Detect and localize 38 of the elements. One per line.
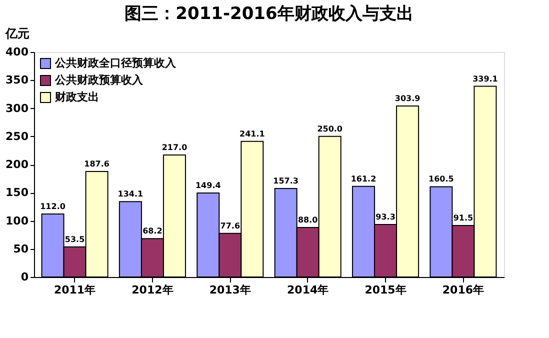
data-label: 160.5 [428, 174, 454, 184]
data-label: 149.4 [195, 180, 222, 190]
data-label: 157.3 [273, 176, 298, 186]
y-tick-label: 50 [13, 242, 29, 256]
legend-label: 公共财政全口径预算收入 [54, 56, 177, 70]
x-tick-label: 2012年 [132, 284, 174, 296]
data-label: 53.5 [64, 234, 86, 244]
data-label: 250.0 [317, 124, 343, 134]
y-tick-label: 250 [6, 130, 29, 143]
x-tick-label: 2016年 [442, 284, 484, 296]
data-label: 93.3 [376, 212, 396, 222]
data-label: 187.6 [84, 159, 110, 168]
x-tick-label: 2013年 [209, 284, 251, 296]
y-tick-label: 400 [6, 46, 29, 58]
data-label: 303.9 [394, 94, 421, 104]
data-label: 241.1 [240, 129, 266, 138]
chart-title: 图三：2011-2016年财政收入与支出 [124, 4, 414, 24]
data-label: 217.0 [162, 142, 188, 152]
y-tick-label: 100 [6, 214, 29, 228]
data-label: 91.5 [453, 214, 474, 223]
y-tick-label: 0 [20, 270, 29, 284]
data-label: 134.1 [118, 190, 144, 199]
data-label: 77.6 [220, 221, 240, 230]
data-label: 112.0 [40, 202, 66, 211]
x-tick-label: 2015年 [364, 284, 406, 296]
data-label: 88.0 [298, 216, 318, 224]
x-tick-label: 2011年 [54, 284, 96, 296]
y-axis-title: 亿元 [4, 26, 30, 40]
data-label: 68.2 [142, 226, 162, 236]
legend-label: 财政支出 [54, 90, 99, 104]
data-label: 161.2 [350, 174, 376, 184]
y-tick-label: 350 [6, 74, 29, 87]
y-tick-label: 300 [6, 102, 29, 115]
legend-label: 公共财政预算收入 [54, 74, 144, 86]
x-tick-label: 2014年 [287, 284, 329, 296]
y-tick-label: 200 [6, 158, 29, 171]
y-tick-label: 150 [6, 186, 29, 200]
data-label: 339.1 [472, 74, 498, 84]
